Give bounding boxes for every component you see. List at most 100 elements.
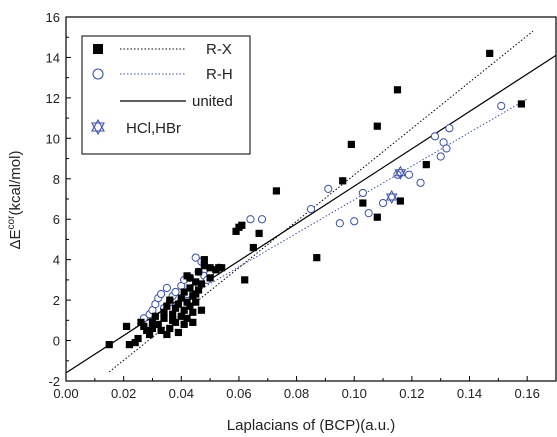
point-rx [137, 318, 145, 326]
point-rx [134, 334, 142, 343]
legend-box [81, 35, 251, 155]
legend-label-rx: R-X [206, 41, 232, 58]
point-rh [445, 124, 454, 133]
point-rx [238, 221, 246, 229]
data-points [105, 49, 526, 349]
point-rx [160, 308, 168, 316]
y-axis-title-sup: cor [6, 215, 17, 230]
point-rx [517, 100, 526, 108]
x-tick-label: 0.14 [457, 386, 482, 401]
point-rx [145, 330, 154, 339]
legend-marker-rx [93, 44, 103, 54]
y-axis-title: ΔEcor(kcal/mol) [6, 151, 24, 250]
point-rx [122, 322, 131, 330]
point-rx [347, 140, 355, 148]
point-hcl-hbr [385, 189, 398, 205]
point-rx [189, 318, 197, 326]
point-rx [143, 326, 151, 335]
point-rx [272, 187, 281, 195]
x-tick-label: 0.06 [226, 386, 251, 401]
point-rx [177, 312, 185, 320]
point-rx [422, 161, 430, 169]
point-rh [191, 253, 200, 262]
x-tick-label: 0.02 [111, 386, 136, 401]
point-rx [339, 177, 347, 185]
legend-label-rh: R-H [206, 66, 233, 83]
point-rx [313, 254, 321, 262]
point-rx [183, 298, 191, 306]
point-rx [183, 314, 191, 322]
point-rx [200, 262, 208, 270]
point-rh [430, 132, 440, 141]
legend-marker-hcl [91, 118, 105, 136]
point-rh [378, 198, 388, 208]
point-rh [404, 170, 414, 179]
point-rh [335, 219, 344, 228]
point-rx [232, 227, 240, 235]
x-tick-label: 0.04 [169, 386, 194, 401]
point-rx [206, 274, 214, 282]
y-tick-label: 8 [53, 172, 60, 187]
x-tick-label: 0.10 [342, 386, 367, 401]
point-rx [171, 304, 180, 312]
y-tick-label: 4 [53, 253, 60, 268]
y-axis-title-rest: (kcal/mol) [7, 151, 24, 216]
point-rx [189, 308, 197, 316]
point-rh [324, 184, 333, 193]
point-rx [197, 306, 206, 314]
legend-label-hcl: HCl,HBr [126, 120, 181, 137]
point-rx [166, 324, 174, 333]
point-rx [194, 286, 203, 294]
point-rh [364, 209, 373, 218]
point-hcl-down [385, 193, 398, 205]
legend-marker-rh [92, 68, 104, 80]
point-rx [241, 276, 249, 284]
point-rx [206, 264, 214, 272]
y-tick-label: 2 [53, 293, 60, 308]
point-hcl-up [394, 165, 407, 177]
point-rx [186, 274, 194, 282]
fit-line-rh [134, 98, 528, 328]
point-rx [163, 302, 171, 310]
point-rh [306, 205, 316, 214]
y-tick-label: 12 [46, 91, 60, 106]
point-rx [177, 294, 185, 302]
point-rx [154, 320, 162, 328]
x-tick-label: 0.08 [284, 386, 309, 401]
point-rx [160, 314, 168, 322]
y-tick-label: 14 [46, 50, 60, 65]
y-tick-label: 6 [53, 212, 60, 227]
point-rh [442, 144, 451, 153]
point-rx [200, 256, 208, 264]
point-rx [157, 326, 165, 335]
point-rh [497, 101, 506, 111]
point-rx [131, 338, 139, 347]
point-rx [180, 306, 188, 314]
point-rx [140, 322, 148, 330]
point-rx [197, 280, 206, 288]
point-rx [359, 199, 367, 207]
point-rx [192, 290, 200, 298]
point-rh [257, 215, 267, 224]
point-rx [174, 300, 183, 308]
point-rx [373, 122, 381, 130]
x-axis-title: Laplacians of (BCP)(a.u.) [227, 417, 395, 434]
point-rh [358, 188, 367, 198]
legend-label-united: united [192, 93, 233, 110]
legend: R-X R-H united HCl,HBr [81, 35, 251, 155]
point-hcl-down [394, 169, 407, 180]
point-rx [105, 341, 113, 349]
y-tick-label: -2 [48, 374, 60, 389]
point-rx [166, 296, 174, 304]
point-rh [416, 178, 425, 187]
y-axis-title-main: ΔE [7, 229, 24, 249]
x-tick-label: 0.00 [53, 386, 78, 401]
y-tick-label: 10 [46, 131, 60, 146]
y-tick-label: 16 [46, 10, 60, 25]
x-tick-label: 0.16 [515, 386, 540, 401]
point-rx [218, 264, 226, 272]
axis-ticks: 0.00 0.02 0.04 0.06 0.08 0.10 0.12 0.14 0.16 -2 0 2… [46, 10, 557, 401]
point-hcl-hbr [394, 165, 407, 180]
point-rx [151, 312, 159, 320]
